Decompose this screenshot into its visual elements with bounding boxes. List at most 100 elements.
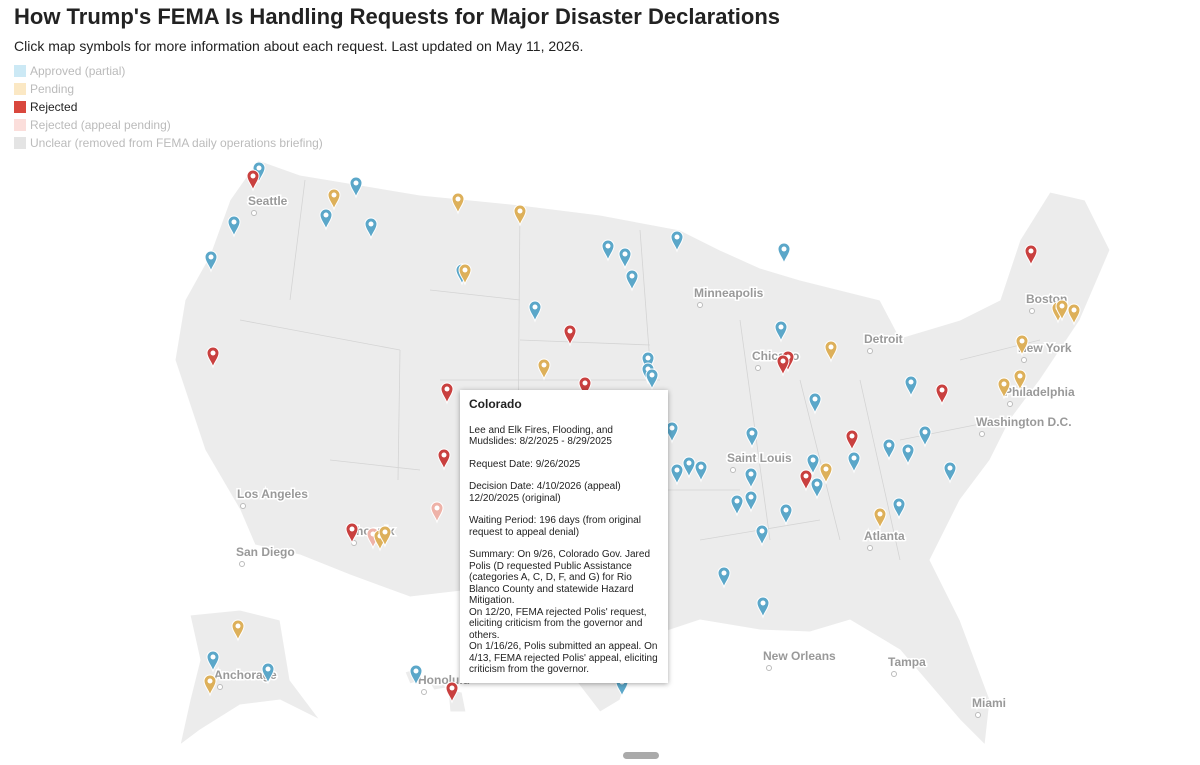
legend-item[interactable]: Approved (partial) — [14, 62, 323, 80]
map-pin[interactable] — [808, 392, 822, 415]
map-pin[interactable] — [246, 169, 260, 192]
map-pin[interactable] — [744, 467, 758, 490]
legend-item[interactable]: Rejected (appeal pending) — [14, 116, 323, 134]
map-pin[interactable] — [345, 522, 359, 545]
map-pin[interactable] — [437, 448, 451, 471]
map-pin[interactable] — [882, 438, 896, 461]
map-pin[interactable] — [319, 208, 333, 231]
pin-body — [892, 497, 906, 520]
map-pin[interactable] — [458, 263, 472, 286]
map-pin[interactable] — [204, 250, 218, 273]
map-pin[interactable] — [904, 375, 918, 398]
pin-body — [203, 674, 217, 697]
map-pin[interactable] — [901, 443, 915, 466]
pin-body — [901, 443, 915, 466]
legend-item[interactable]: Rejected — [14, 98, 323, 116]
map-pin[interactable] — [824, 340, 838, 363]
map-pin[interactable] — [563, 324, 577, 347]
map-pin[interactable] — [206, 346, 220, 369]
legend-item[interactable]: Pending — [14, 80, 323, 98]
map-pin[interactable] — [252, 161, 266, 184]
pin-dot — [814, 481, 820, 487]
map-pin[interactable] — [364, 217, 378, 240]
map-pin[interactable] — [873, 507, 887, 530]
map-pin[interactable] — [227, 215, 241, 238]
map-pin[interactable] — [810, 477, 824, 500]
legend-label: Approved (partial) — [30, 64, 126, 78]
map-pin[interactable] — [645, 368, 659, 391]
map-pin[interactable] — [997, 377, 1011, 400]
legend-item[interactable]: Unclear (removed from FEMA daily operati… — [14, 134, 323, 152]
map-pin[interactable] — [892, 497, 906, 520]
map-pin[interactable] — [776, 354, 790, 377]
pin-body — [873, 507, 887, 530]
pin-dot — [250, 173, 256, 179]
map-pin[interactable] — [819, 462, 833, 485]
map-pin[interactable] — [513, 204, 527, 227]
map-pin[interactable] — [231, 619, 245, 642]
map-pin[interactable] — [409, 664, 423, 687]
map-pin[interactable] — [717, 566, 731, 589]
map-pin[interactable] — [1024, 244, 1038, 267]
map-pin[interactable] — [730, 494, 744, 517]
map-pin[interactable] — [618, 247, 632, 270]
pin-dot — [886, 442, 892, 448]
map-pin[interactable] — [537, 358, 551, 381]
map-pin[interactable] — [327, 188, 341, 211]
map-pin[interactable] — [918, 425, 932, 448]
map-pin[interactable] — [694, 460, 708, 483]
pin-body — [528, 300, 542, 323]
pin-dot — [922, 429, 928, 435]
city-dot — [975, 712, 981, 718]
map-pin[interactable] — [777, 242, 791, 265]
map-pin[interactable] — [203, 674, 217, 697]
map-pin[interactable] — [378, 525, 392, 548]
map-pin[interactable] — [799, 469, 813, 492]
legend-label: Pending — [30, 82, 75, 96]
map-pin[interactable] — [943, 461, 957, 484]
pin-dot — [721, 570, 727, 576]
map-pin[interactable] — [806, 453, 820, 476]
pin-body — [1013, 369, 1027, 392]
map-pin[interactable] — [1067, 303, 1081, 326]
tooltip-summary: Summary: On 9/26, Colorado Gov. Jared Po… — [469, 549, 651, 606]
map-pin[interactable] — [625, 269, 639, 292]
map-pin[interactable] — [445, 681, 459, 704]
city-label: Los Angeles — [237, 487, 308, 501]
map-pin[interactable] — [756, 596, 770, 619]
map-pin[interactable] — [349, 176, 363, 199]
map-pin[interactable] — [451, 192, 465, 215]
map-pin[interactable] — [682, 456, 696, 479]
map-pin[interactable] — [430, 501, 444, 524]
map-pin[interactable] — [261, 662, 275, 685]
pin-body — [819, 462, 833, 485]
map-pin[interactable] — [1015, 334, 1029, 357]
map-pin[interactable] — [578, 376, 592, 399]
legend-label: Unclear (removed from FEMA daily operati… — [30, 136, 323, 150]
pin-body — [799, 469, 813, 492]
pin-dot — [349, 526, 355, 532]
pin-dot — [541, 362, 547, 368]
map-pin[interactable] — [440, 382, 454, 405]
map-pin[interactable] — [779, 503, 793, 526]
map-pin[interactable] — [847, 451, 861, 474]
pin-body — [537, 358, 551, 381]
map-pin[interactable] — [601, 239, 615, 262]
map-pin[interactable] — [755, 524, 769, 547]
map-pin[interactable] — [845, 429, 859, 452]
tooltip-text: Waiting Period: 196 days (from original … — [469, 515, 641, 538]
pin-body — [918, 425, 932, 448]
alaska — [179, 609, 321, 747]
map-pin[interactable] — [528, 300, 542, 323]
map-pin[interactable] — [744, 490, 758, 513]
pin-dot — [748, 471, 754, 477]
map-pin[interactable] — [1013, 369, 1027, 392]
map-pin[interactable] — [774, 320, 788, 343]
map-pin[interactable] — [670, 463, 684, 486]
map-pin[interactable] — [935, 383, 949, 406]
map-pin[interactable] — [670, 230, 684, 253]
pin-body — [777, 242, 791, 265]
map-pin[interactable] — [745, 426, 759, 449]
map-pin[interactable] — [1055, 299, 1069, 322]
map-pin[interactable] — [206, 650, 220, 673]
